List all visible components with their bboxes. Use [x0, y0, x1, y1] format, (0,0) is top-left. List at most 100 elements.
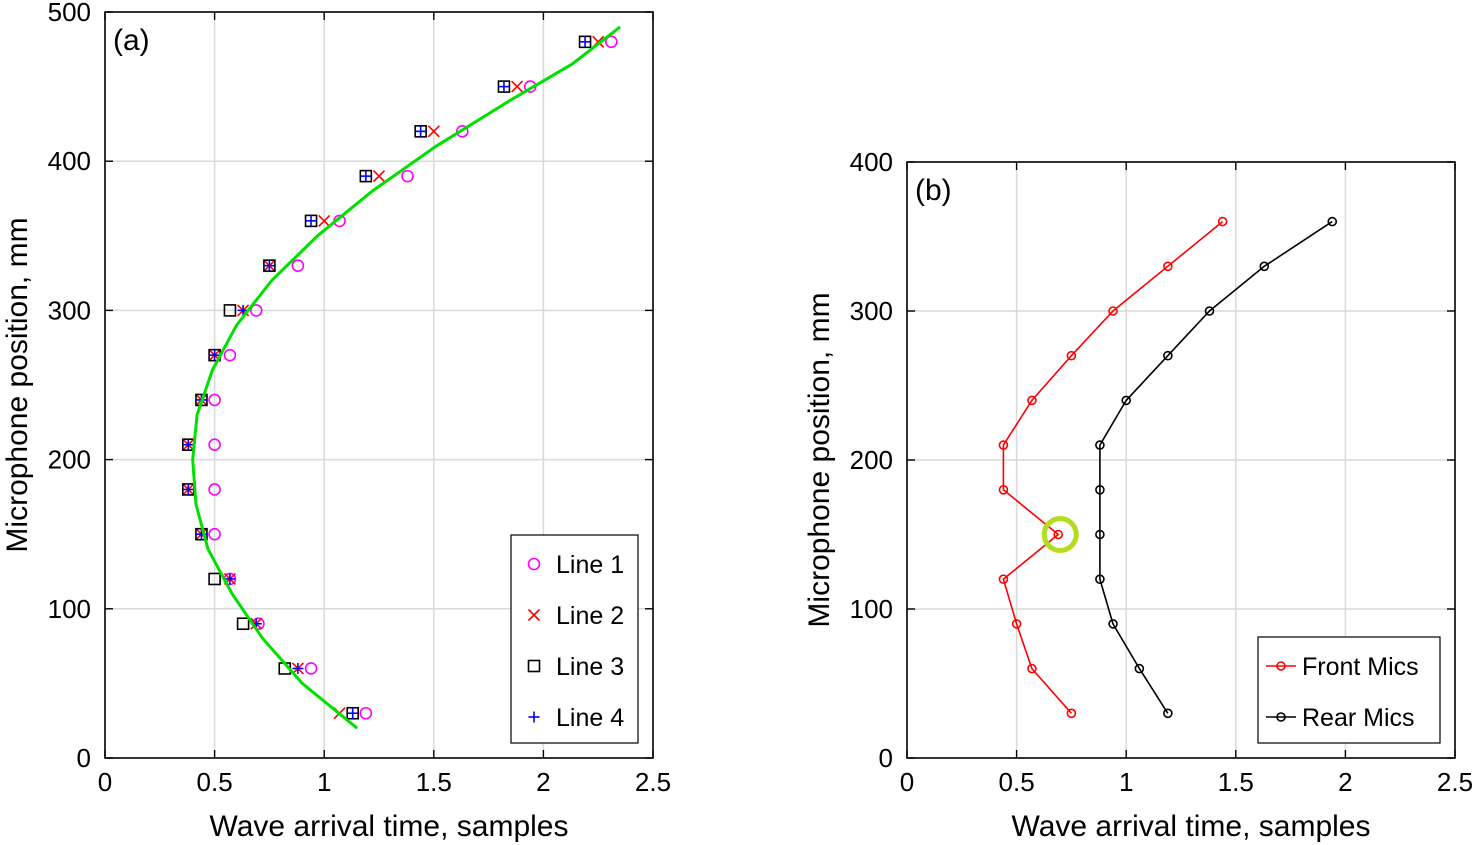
data-point: [263, 260, 275, 272]
data-point: [304, 662, 318, 675]
x-axis-label: Wave arrival time, samples: [210, 810, 569, 843]
data-point: [401, 169, 414, 183]
chart-panel-a: 0 0.5 1 1.5 2 2.5 0 100 200 300 400 500 Wave arrival…: [1, 0, 671, 843]
plot-frame: [906, 161, 1456, 759]
data-point: [998, 440, 1009, 450]
data-point: [224, 573, 236, 585]
legend-marker: [527, 557, 541, 571]
data-point: [1095, 574, 1105, 585]
y-tick-label: 200: [850, 445, 893, 475]
data-point: [1066, 708, 1077, 719]
data-point: [1134, 663, 1145, 674]
plot-frame: [104, 11, 654, 759]
legend-label: Line 1: [556, 551, 624, 579]
data-point: [182, 439, 194, 451]
legend-label: Rear Mics: [1302, 704, 1415, 732]
data-point: [1053, 529, 1064, 540]
data-point: [579, 36, 591, 48]
data-point: [605, 35, 618, 49]
x-tick-label: 1.5: [1218, 767, 1254, 797]
data-point: [998, 574, 1009, 585]
x-tick-label: 2: [1338, 767, 1352, 797]
data-point: [1204, 306, 1215, 316]
legend-label: Line 4: [556, 704, 624, 732]
data-point: [1027, 663, 1037, 674]
legend: Line 1 Line 2 Line 3 Line 4: [510, 534, 639, 744]
series-line: [1002, 220, 1224, 714]
series-line-4: [182, 36, 591, 719]
y-tick-label: 0: [77, 743, 91, 773]
data-point: [427, 125, 440, 138]
legend-entry: Line 3: [527, 653, 624, 681]
data-point: [1066, 350, 1077, 361]
y-axis-label: Microphone position, mm: [803, 292, 836, 627]
data-point: [1108, 306, 1118, 316]
data-point: [208, 572, 221, 586]
y-tick-label: 0: [879, 743, 893, 773]
legend-box: [1257, 636, 1441, 744]
series-rear-mics: [1095, 216, 1338, 719]
data-point: [1095, 529, 1105, 540]
data-point: [236, 617, 250, 631]
y-tick-label: 100: [48, 594, 91, 624]
data-point: [372, 170, 386, 183]
y-axis-label: Microphone position, mm: [1, 217, 34, 552]
panel-label: (b): [915, 174, 952, 207]
data-point: [208, 393, 221, 407]
data-point: [1121, 395, 1131, 406]
legend-marker: [527, 659, 541, 673]
data-point: [1095, 484, 1105, 495]
x-tick-label: 0.5: [999, 767, 1035, 797]
highlight-ring: [1041, 516, 1079, 553]
y-tick-label: 200: [48, 445, 91, 475]
legend-marker: [1276, 661, 1286, 671]
data-point: [292, 662, 304, 674]
data-point: [208, 527, 221, 541]
data-point: [318, 214, 331, 227]
x-tick-label: 0.5: [197, 767, 233, 797]
series-group: [998, 216, 1338, 719]
data-point: [1217, 216, 1228, 227]
y-tick-label: 400: [850, 147, 893, 177]
panel-label: (a): [113, 24, 150, 57]
x-tick-label: 0: [900, 767, 914, 797]
data-point: [1259, 261, 1270, 272]
data-point: [1163, 350, 1173, 361]
x-tick-label: 1: [317, 767, 331, 797]
x-axis-label: Wave arrival time, samples: [1012, 810, 1371, 843]
y-tick-label: 300: [850, 296, 893, 326]
legend-entry: Line 1: [527, 551, 624, 579]
legend-entry: Line 2: [527, 602, 624, 630]
series-group: [181, 25, 622, 730]
data-point: [498, 81, 510, 93]
y-tick-label: 100: [850, 594, 893, 624]
data-point: [1011, 619, 1022, 629]
data-point: [208, 438, 221, 451]
data-point: [359, 706, 373, 720]
series-fit-curve: [191, 25, 622, 730]
chart-panel-b: 0 0.5 1 1.5 2 2.5 0 100 200 300 400 Wave arrival ti…: [803, 147, 1473, 843]
data-point: [1163, 708, 1173, 719]
data-point: [347, 707, 359, 719]
fit-curve-line: [191, 25, 622, 730]
legend-entry: Rear Mics: [1266, 704, 1415, 732]
x-tick-label: 0: [98, 767, 112, 797]
data-point: [360, 170, 372, 182]
data-point: [1108, 619, 1118, 629]
legend-label: Front Mics: [1302, 653, 1419, 681]
x-tick-label: 1: [1119, 767, 1133, 797]
x-tick-label: 1.5: [416, 767, 452, 797]
data-point: [998, 484, 1009, 495]
data-point: [1327, 216, 1338, 227]
legend-entry: Front Mics: [1266, 653, 1419, 681]
x-tick-label: 2.5: [1437, 767, 1473, 797]
data-point: [1095, 440, 1105, 450]
legend-marker: [527, 608, 541, 622]
series-front-mics: [998, 216, 1228, 719]
data-point: [455, 125, 469, 138]
data-point: [415, 125, 427, 137]
data-point: [208, 483, 221, 496]
data-point: [182, 483, 194, 495]
data-point: [223, 304, 237, 317]
